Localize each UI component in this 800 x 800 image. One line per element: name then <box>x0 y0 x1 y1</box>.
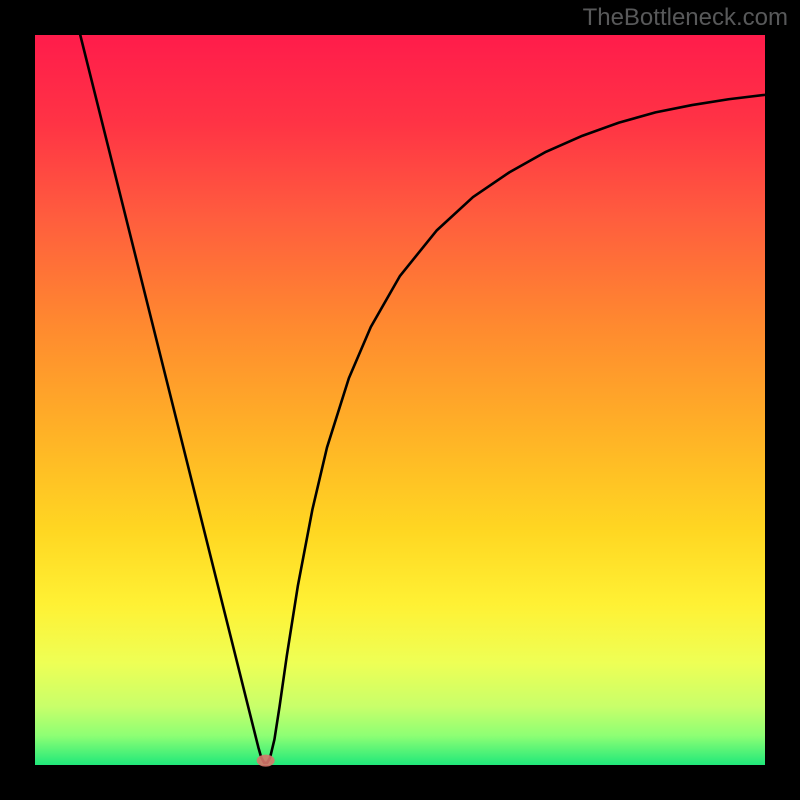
watermark-text: TheBottleneck.com <box>583 4 788 32</box>
bottleneck-curve-chart <box>35 35 765 765</box>
minimum-marker <box>257 755 275 767</box>
bottleneck-curve-line <box>80 35 765 763</box>
